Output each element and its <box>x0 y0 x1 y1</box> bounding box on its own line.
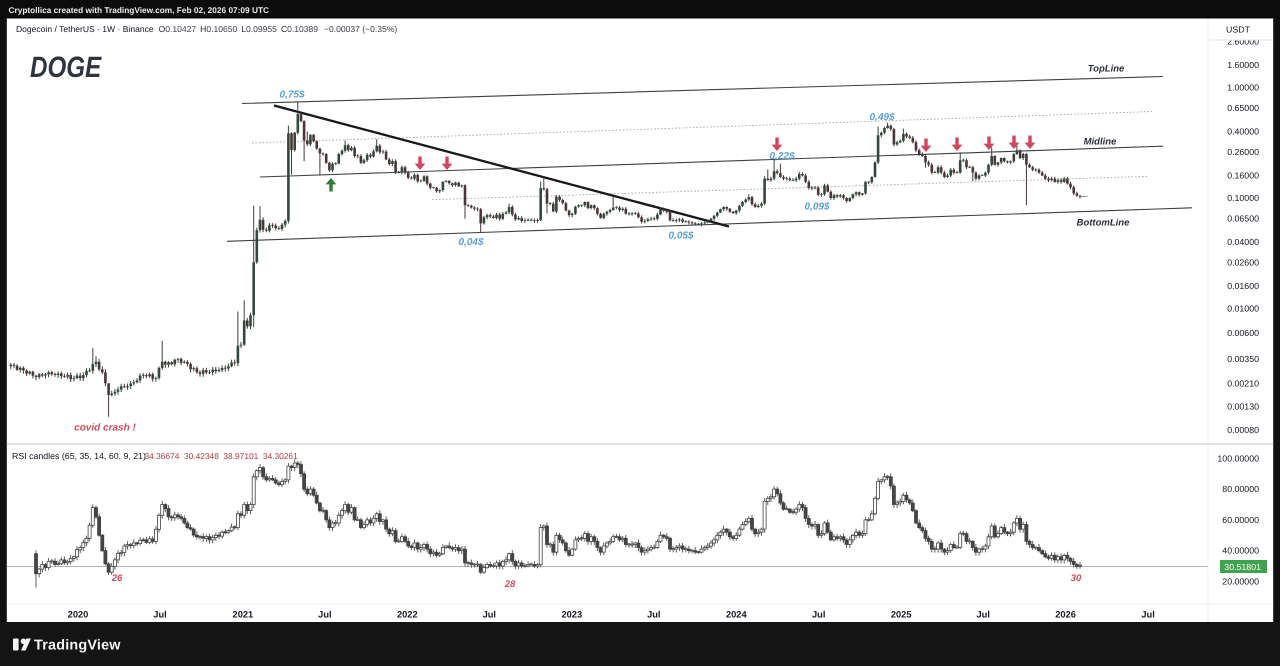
svg-text:0.26000: 0.26000 <box>1227 147 1259 157</box>
svg-text:40.00000: 40.00000 <box>1222 546 1259 556</box>
svg-text:Jul: Jul <box>976 610 989 620</box>
svg-text:0.65000: 0.65000 <box>1227 103 1259 113</box>
svg-text:0.01000: 0.01000 <box>1227 304 1259 314</box>
svg-text:60.00000: 60.00000 <box>1222 515 1259 525</box>
svg-text:0.00210: 0.00210 <box>1227 379 1259 389</box>
svg-text:30.51801: 30.51801 <box>1224 562 1261 572</box>
svg-text:DOGE: DOGE <box>30 51 102 84</box>
svg-text:TradingView: TradingView <box>34 638 121 654</box>
svg-text:0.04000: 0.04000 <box>1227 237 1259 247</box>
svg-text:0.10000: 0.10000 <box>1227 193 1259 203</box>
svg-text:0.02600: 0.02600 <box>1227 258 1259 268</box>
svg-text:0,75$: 0,75$ <box>279 90 304 101</box>
svg-text:0.00130: 0.00130 <box>1227 402 1259 412</box>
svg-text:1.60000: 1.60000 <box>1227 60 1259 70</box>
svg-text:RSI candles (65, 35, 14, 60, 9: RSI candles (65, 35, 14, 60, 9, 21)34.36… <box>12 451 298 461</box>
svg-text:2023: 2023 <box>561 610 582 620</box>
svg-text:100.00000: 100.00000 <box>1217 453 1259 463</box>
svg-text:Jul: Jul <box>647 610 660 620</box>
svg-text:0.01600: 0.01600 <box>1227 281 1259 291</box>
svg-text:TopLine: TopLine <box>1088 64 1125 75</box>
svg-text:26: 26 <box>111 573 123 584</box>
svg-text:0.00600: 0.00600 <box>1227 328 1259 338</box>
svg-text:0.40000: 0.40000 <box>1227 127 1259 137</box>
svg-text:20.00000: 20.00000 <box>1222 576 1259 586</box>
svg-text:USDT: USDT <box>1226 25 1251 35</box>
svg-text:0,49$: 0,49$ <box>869 112 894 123</box>
svg-text:2020: 2020 <box>68 610 89 620</box>
svg-text:Jul: Jul <box>318 610 331 620</box>
svg-text:80.00000: 80.00000 <box>1222 484 1259 494</box>
svg-text:2024: 2024 <box>726 610 748 620</box>
svg-text:2026: 2026 <box>1055 610 1076 620</box>
svg-text:0,04$: 0,04$ <box>458 237 483 248</box>
svg-text:Cryptollica created with Tradi: Cryptollica created with TradingView.com… <box>9 5 270 15</box>
svg-text:0.16000: 0.16000 <box>1227 171 1259 181</box>
svg-text:1.00000: 1.00000 <box>1227 83 1259 93</box>
svg-text:0,22$: 0,22$ <box>769 151 794 162</box>
svg-text:covid crash !: covid crash ! <box>74 423 136 434</box>
svg-text:Dogecoin / TetherUS · 1W · Bin: Dogecoin / TetherUS · 1W · Binance O0.104… <box>16 24 397 34</box>
svg-text:2025: 2025 <box>891 610 912 620</box>
svg-text:Jul: Jul <box>812 610 825 620</box>
svg-text:BottomLine: BottomLine <box>1077 218 1130 229</box>
svg-text:Midline: Midline <box>1084 137 1117 148</box>
svg-text:0.00350: 0.00350 <box>1227 354 1259 364</box>
svg-text:Jul: Jul <box>1141 610 1154 620</box>
svg-text:2021: 2021 <box>233 610 254 620</box>
svg-text:Jul: Jul <box>153 610 166 620</box>
svg-text:2.60000: 2.60000 <box>1227 37 1259 47</box>
svg-text:0,09$: 0,09$ <box>804 202 829 213</box>
svg-text:30: 30 <box>1071 573 1082 584</box>
svg-text:0.06500: 0.06500 <box>1227 214 1259 224</box>
svg-text:28: 28 <box>504 579 516 590</box>
svg-text:0,05$: 0,05$ <box>668 231 693 242</box>
svg-text:0.00080: 0.00080 <box>1227 425 1259 435</box>
svg-text:2022: 2022 <box>397 610 418 620</box>
svg-text:Jul: Jul <box>483 610 496 620</box>
